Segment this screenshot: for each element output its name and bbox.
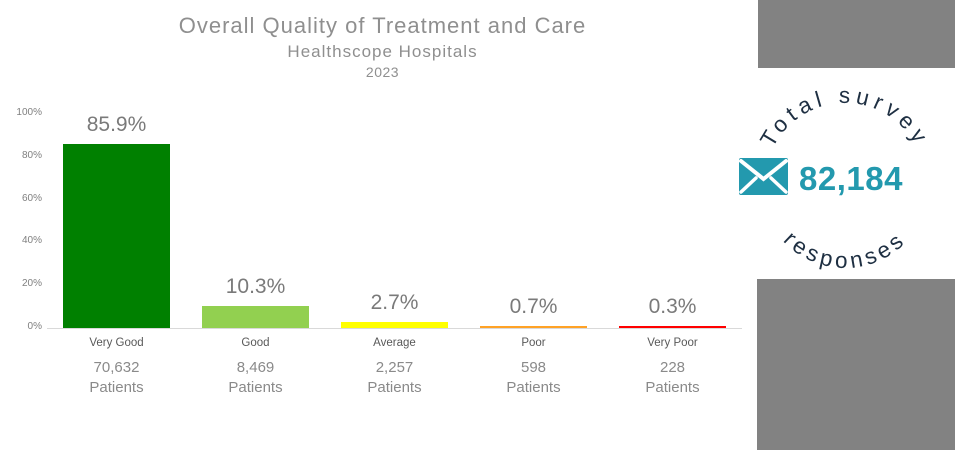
bar-value-label: 0.7%: [509, 295, 558, 318]
patient-count-value: 70,632: [93, 359, 140, 376]
bar-very-good: [63, 144, 170, 328]
category-label: Average: [373, 337, 416, 349]
svg-text:responses: responses: [779, 226, 911, 273]
gray-placeholder-top: [758, 0, 955, 68]
category-label: Good: [241, 337, 270, 349]
category-label: Very Good: [89, 337, 144, 349]
patient-count-label: 8,469 Patients: [186, 358, 326, 398]
patient-count-word: Patients: [228, 379, 283, 396]
patient-count-value: 8,469: [236, 359, 275, 376]
patient-count-label: 598 Patients: [464, 358, 604, 398]
patient-count-word: Patients: [506, 379, 561, 396]
y-tick-label: 20%: [21, 278, 42, 290]
svg-text:Total survey: Total survey: [755, 83, 934, 151]
bar-value-label: 10.3%: [225, 274, 286, 298]
chart-subtitle: Healthscope Hospitals: [287, 42, 478, 61]
envelope-icon: [739, 158, 788, 195]
patient-count-value: 228: [659, 359, 686, 376]
y-tick-label: 40%: [21, 235, 42, 247]
patient-count-value: 2,257: [375, 359, 414, 376]
bar-good: [202, 305, 309, 328]
patient-count-label: 2,257 Patients: [325, 358, 465, 398]
bar-value-label: 85.9%: [86, 113, 147, 137]
category-label: Very Poor: [647, 337, 698, 349]
y-tick-label: 60%: [21, 192, 42, 204]
bar-value-label: 0.3%: [648, 295, 697, 318]
y-tick-label: 100%: [16, 107, 42, 118]
chart-year: 2023: [365, 64, 400, 80]
patient-count-word: Patients: [645, 379, 700, 396]
arc-text-bottom: responses: [779, 226, 907, 273]
chart-title-block: Overall Quality of Treatment and Care He…: [30, 12, 735, 82]
bar-poor: [480, 326, 587, 328]
patient-count-label: 228 Patients: [603, 358, 743, 398]
chart-title: Overall Quality of Treatment and Care: [178, 13, 587, 38]
arc-text-top: Total survey: [755, 83, 929, 151]
patient-count-label: 70,632 Patients: [47, 358, 187, 398]
bar-very-poor: [619, 326, 726, 328]
total-responses-badge: Total survey responses: [755, 83, 934, 273]
total-responses-value: 82,184: [799, 160, 903, 197]
patient-count-word: Patients: [89, 379, 144, 396]
bar-value-label: 2.7%: [370, 291, 419, 315]
category-label: Poor: [521, 337, 546, 349]
patient-count-value: 598: [520, 359, 547, 376]
x-axis-line: [47, 328, 742, 329]
y-tick-label: 80%: [21, 149, 42, 161]
patient-count-word: Patients: [367, 379, 422, 396]
bar-average: [341, 322, 448, 328]
gray-placeholder-bottom: [757, 279, 955, 450]
y-tick-label: 0%: [27, 321, 42, 332]
